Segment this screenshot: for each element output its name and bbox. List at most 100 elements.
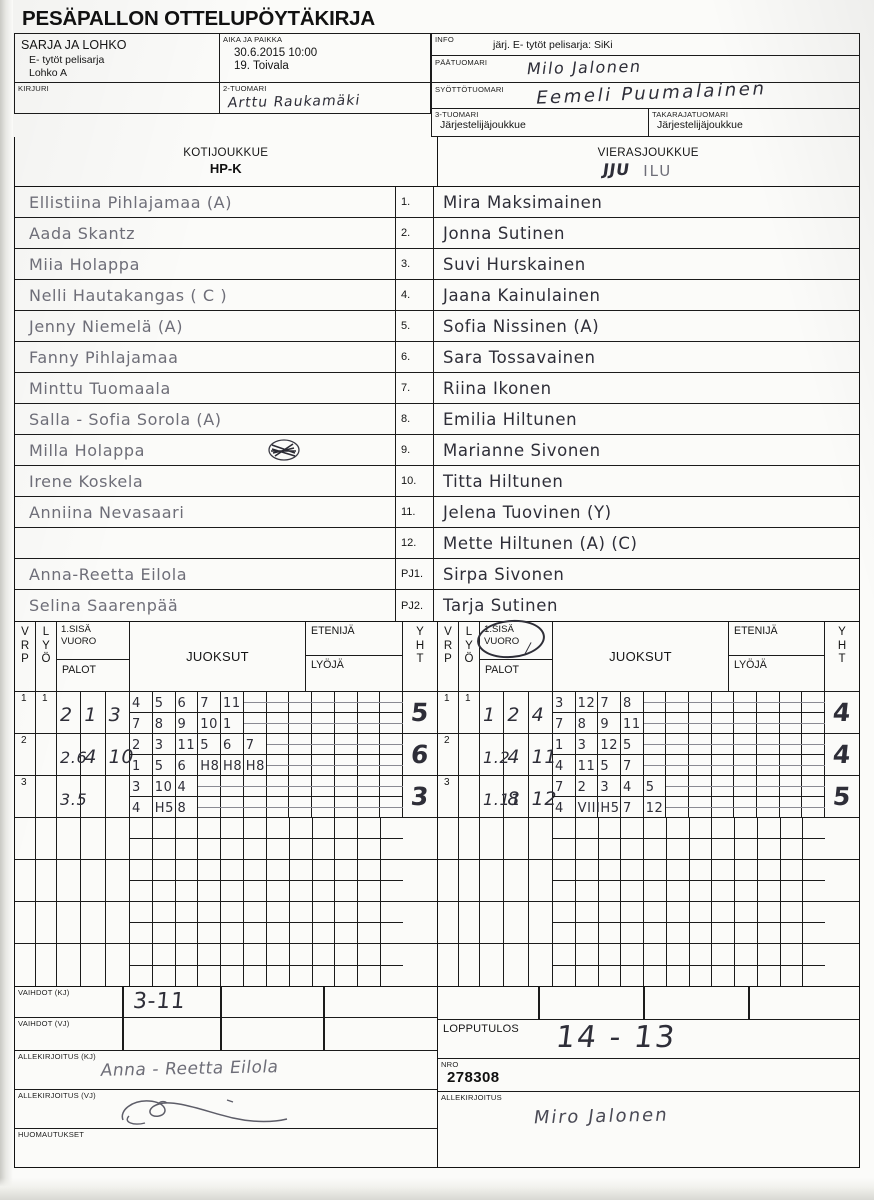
away-palot-cell[interactable] bbox=[480, 818, 553, 859]
home-run-cell[interactable]: H8 bbox=[198, 755, 221, 775]
home-run-cell[interactable]: 4 bbox=[130, 692, 153, 712]
home-run-cell[interactable]: 3 bbox=[153, 734, 176, 754]
home-run-cell[interactable] bbox=[221, 923, 245, 943]
home-run-cell[interactable] bbox=[381, 966, 403, 987]
away-run-cell[interactable] bbox=[712, 923, 735, 943]
away-roster-row[interactable]: Sofia Nissinen (A) bbox=[434, 311, 859, 342]
away-run-cell[interactable]: 5 bbox=[598, 755, 622, 775]
away-run-cell[interactable] bbox=[735, 902, 758, 922]
home-runs-area[interactable]: 4 5 6 7 11 7 8 9 10 1 bbox=[130, 692, 403, 733]
away-run-cell[interactable] bbox=[599, 860, 622, 880]
home-run-cell[interactable] bbox=[335, 944, 359, 965]
away-run-cell[interactable] bbox=[758, 839, 781, 859]
away-run-cell[interactable] bbox=[599, 818, 622, 838]
home-run-cell[interactable] bbox=[221, 881, 245, 901]
home-palot-cell[interactable] bbox=[57, 902, 130, 943]
away-run-cell[interactable] bbox=[758, 860, 781, 880]
home-run-cell[interactable]: H8 bbox=[244, 755, 267, 775]
away-run-cell[interactable] bbox=[712, 944, 735, 965]
away-run-cell[interactable]: 12 bbox=[644, 797, 667, 817]
away-roster-row[interactable]: Suvi Hurskainen bbox=[434, 249, 859, 280]
umpire2-field[interactable]: 2-TUOMARI Arttu Raukamäki bbox=[220, 83, 430, 113]
home-run-cell[interactable] bbox=[153, 839, 176, 859]
away-run-cell[interactable] bbox=[735, 923, 758, 943]
home-palot-cell[interactable] bbox=[57, 944, 130, 986]
home-run-cell[interactable] bbox=[153, 923, 176, 943]
home-run-cell[interactable] bbox=[290, 923, 313, 943]
home-roster-row[interactable]: Ellistiina Pihlajamaa (A) bbox=[15, 187, 395, 218]
away-run-cell[interactable] bbox=[576, 902, 599, 922]
away-run-cell[interactable] bbox=[644, 965, 667, 986]
final-signature-row[interactable]: ALLEKIRJOITUS Miro Jalonen bbox=[438, 1092, 859, 1136]
home-run-cell[interactable] bbox=[153, 902, 176, 922]
sig-home-row[interactable]: ALLEKIRJOITUS (KJ) Anna - Reetta Eilola bbox=[15, 1051, 437, 1090]
away-score-row[interactable] bbox=[438, 818, 859, 860]
home-score-row[interactable] bbox=[15, 944, 437, 986]
away-run-cell[interactable]: VIII bbox=[576, 797, 600, 817]
away-run-cell[interactable] bbox=[553, 944, 576, 965]
away-run-cell[interactable]: 4 bbox=[621, 776, 644, 796]
home-run-cell[interactable] bbox=[313, 965, 336, 986]
home-run-cell[interactable] bbox=[198, 818, 222, 838]
away-run-cell[interactable] bbox=[735, 839, 758, 859]
home-run-cell[interactable]: 7 bbox=[130, 713, 153, 733]
away-run-cell[interactable] bbox=[553, 818, 576, 838]
away-run-cell[interactable] bbox=[667, 818, 690, 838]
home-roster-row[interactable]: Irene Koskela bbox=[15, 466, 395, 497]
home-run-cell[interactable] bbox=[244, 881, 267, 901]
home-run-cell[interactable] bbox=[267, 839, 290, 859]
home-run-cell[interactable]: 2 bbox=[130, 734, 153, 754]
home-run-cell[interactable] bbox=[290, 818, 313, 838]
away-run-cell[interactable] bbox=[667, 944, 690, 965]
home-run-cell[interactable] bbox=[176, 923, 199, 943]
home-run-cell[interactable]: 6 bbox=[221, 734, 244, 754]
home-run-cell[interactable] bbox=[290, 860, 313, 880]
away-run-cell[interactable] bbox=[758, 923, 781, 943]
home-run-cell[interactable] bbox=[244, 860, 267, 880]
home-run-cell[interactable] bbox=[290, 881, 313, 901]
home-run-cell[interactable] bbox=[335, 902, 359, 922]
away-run-cell[interactable] bbox=[803, 966, 825, 987]
home-run-cell[interactable] bbox=[313, 860, 336, 880]
home-run-cell[interactable] bbox=[267, 902, 290, 922]
home-run-cell[interactable] bbox=[244, 965, 267, 986]
home-run-cell[interactable] bbox=[244, 923, 267, 943]
away-run-cell[interactable] bbox=[690, 860, 713, 880]
home-run-cell[interactable] bbox=[130, 818, 153, 838]
sig-away-row[interactable]: ALLEKIRJOITUS (VJ) bbox=[15, 1090, 437, 1129]
home-run-cell[interactable] bbox=[130, 839, 153, 859]
away-roster-row[interactable]: Jonna Sutinen bbox=[434, 218, 859, 249]
away-run-cell[interactable]: 12 bbox=[576, 692, 599, 712]
away-run-cell[interactable] bbox=[621, 839, 644, 859]
home-run-cell[interactable] bbox=[267, 881, 290, 901]
away-run-cell[interactable] bbox=[690, 818, 713, 838]
home-run-cell[interactable]: 5 bbox=[153, 755, 176, 775]
away-run-cell[interactable] bbox=[644, 839, 667, 859]
home-run-cell[interactable] bbox=[381, 818, 403, 838]
away-run-cell[interactable] bbox=[690, 902, 713, 922]
away-run-cell[interactable]: 3 bbox=[553, 692, 576, 712]
away-run-cell[interactable] bbox=[781, 881, 804, 901]
home-roster-row[interactable]: Fanny Pihlajamaa bbox=[15, 342, 395, 373]
away-run-cell[interactable]: 7 bbox=[553, 776, 576, 796]
away-run-cell[interactable] bbox=[712, 839, 735, 859]
away-palot-cell[interactable] bbox=[480, 944, 553, 986]
away-run-cell[interactable] bbox=[667, 923, 690, 943]
home-run-cell[interactable] bbox=[358, 818, 382, 838]
away-run-cell[interactable] bbox=[781, 923, 804, 943]
away-run-cell[interactable] bbox=[576, 881, 599, 901]
home-run-cell[interactable] bbox=[198, 881, 222, 901]
home-run-cell[interactable]: 1 bbox=[221, 713, 244, 733]
home-run-cell[interactable] bbox=[221, 818, 245, 838]
away-run-cell[interactable]: 8 bbox=[621, 692, 644, 712]
away-score-row[interactable] bbox=[438, 902, 859, 944]
away-runs-area[interactable] bbox=[553, 944, 825, 986]
home-palot-cell[interactable] bbox=[57, 860, 130, 901]
home-run-cell[interactable] bbox=[153, 944, 176, 965]
scorer-field[interactable]: KIRJURI bbox=[15, 83, 220, 113]
away-run-cell[interactable]: 3 bbox=[576, 734, 599, 754]
home-run-cell[interactable] bbox=[176, 965, 199, 986]
away-run-cell[interactable]: 12 bbox=[598, 734, 622, 754]
away-run-cell[interactable] bbox=[599, 944, 622, 965]
away-run-cell[interactable] bbox=[781, 839, 804, 859]
